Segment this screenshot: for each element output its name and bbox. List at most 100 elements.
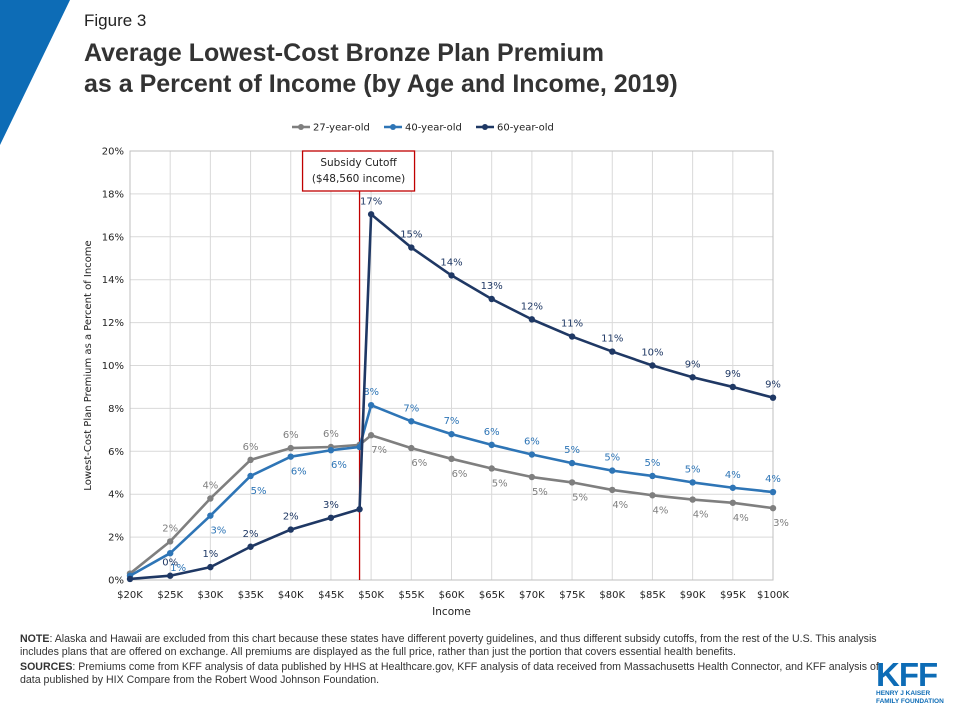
data-label: 1%: [202, 549, 218, 560]
x-tick-label: $50K: [358, 590, 384, 601]
data-point: [287, 453, 294, 460]
notes: NOTE: Alaska and Hawaii are excluded fro…: [20, 633, 882, 687]
data-label: 1%: [170, 563, 186, 574]
data-label: 5%: [564, 445, 580, 456]
data-point: [367, 211, 375, 218]
data-label: 8%: [363, 387, 379, 398]
data-label: 9%: [725, 369, 741, 380]
data-label: 2%: [243, 529, 259, 540]
data-point: [408, 244, 415, 251]
legend-marker: [482, 124, 488, 130]
y-tick-label: 2%: [108, 533, 124, 544]
title-line: as a Percent of Income (by Age and Incom…: [84, 70, 678, 98]
data-point: [207, 563, 214, 571]
data-label: 2%: [162, 523, 178, 534]
data-label: 6%: [411, 458, 427, 469]
data-point: [247, 456, 254, 464]
x-tick-label: $45K: [318, 590, 344, 601]
data-label: 6%: [243, 442, 259, 453]
x-tick-label: $60K: [439, 590, 465, 601]
data-label: 10%: [641, 348, 663, 359]
data-label: 7%: [444, 416, 460, 427]
data-point: [528, 473, 536, 481]
y-tick-label: 12%: [102, 318, 124, 329]
data-point: [769, 488, 777, 496]
legend-label: 27-year-old: [313, 123, 370, 134]
x-tick-label: $65K: [479, 590, 505, 601]
data-point: [408, 418, 415, 425]
cutoff-box: [301, 150, 416, 192]
corner-accent: [0, 0, 70, 145]
data-label: 2%: [283, 512, 299, 523]
data-label: 4%: [693, 510, 709, 521]
legend-marker: [298, 124, 304, 130]
data-point: [649, 472, 656, 480]
y-tick-label: 14%: [102, 275, 124, 286]
data-label: 3%: [773, 518, 789, 529]
data-label: 4%: [612, 500, 628, 511]
y-tick-label: 10%: [102, 361, 124, 372]
data-point: [528, 451, 536, 458]
data-point: [247, 543, 254, 550]
x-tick-label: $35K: [238, 590, 264, 601]
data-point: [568, 479, 576, 486]
title-line: Average Lowest-Cost Bronze Plan Premium: [84, 39, 605, 67]
data-point: [488, 465, 495, 472]
legend-marker: [390, 124, 396, 130]
data-point: [126, 575, 134, 583]
logo-name: KFF: [876, 656, 938, 693]
x-tick-label: $80K: [599, 590, 625, 601]
data-point: [649, 492, 656, 499]
data-label: 11%: [561, 319, 583, 330]
data-label: 9%: [685, 359, 701, 370]
data-point: [528, 316, 536, 323]
data-point: [367, 432, 375, 439]
x-tick-label: $90K: [680, 590, 706, 601]
sources-label: SOURCES: [20, 661, 73, 673]
legend-label: 40-year-old: [405, 123, 462, 134]
data-label: 5%: [604, 453, 620, 464]
data-label: 6%: [524, 437, 540, 448]
data-point: [689, 479, 696, 486]
data-label: 4%: [733, 513, 749, 524]
sources-text: : Premiums come from KFF analysis of dat…: [20, 661, 879, 686]
x-tick-label: $100K: [757, 590, 789, 601]
data-point: [287, 526, 294, 533]
data-label: 5%: [492, 478, 508, 489]
x-tick-label: $75K: [559, 590, 585, 601]
data-label: 17%: [360, 196, 382, 207]
data-point: [207, 512, 214, 519]
data-point: [356, 506, 363, 513]
data-point: [166, 549, 174, 557]
series-line: [129, 212, 774, 581]
legend-label: 60-year-old: [497, 123, 554, 134]
data-point: [166, 538, 174, 545]
y-tick-label: 6%: [108, 447, 124, 458]
data-label: 4%: [765, 474, 781, 485]
data-point: [729, 484, 737, 491]
x-tick-label: $85K: [640, 590, 666, 601]
data-point: [729, 383, 737, 391]
data-label: 7%: [371, 445, 387, 456]
data-point: [367, 401, 375, 409]
y-tick-label: 20%: [102, 147, 124, 158]
data-point: [207, 495, 214, 502]
y-tick-label: 4%: [108, 490, 124, 501]
data-label: 4%: [202, 480, 218, 491]
data-label: 9%: [765, 380, 781, 391]
x-tick-label: $40K: [278, 590, 304, 601]
x-tick-label: $95K: [720, 590, 746, 601]
y-tick-label: 8%: [108, 404, 124, 415]
data-point: [769, 394, 777, 401]
data-label: 6%: [291, 467, 307, 478]
data-label: 4%: [653, 505, 669, 516]
data-point: [689, 496, 696, 503]
data-label: 6%: [452, 469, 468, 480]
data-label: 6%: [484, 427, 500, 438]
corner-triangle: [0, 0, 70, 145]
data-point: [327, 514, 335, 521]
data-point: [769, 504, 777, 512]
data-point: [408, 444, 415, 452]
sources: SOURCES: Premiums come from KFF analysis…: [20, 661, 882, 687]
x-tick-label: $25K: [157, 590, 183, 601]
